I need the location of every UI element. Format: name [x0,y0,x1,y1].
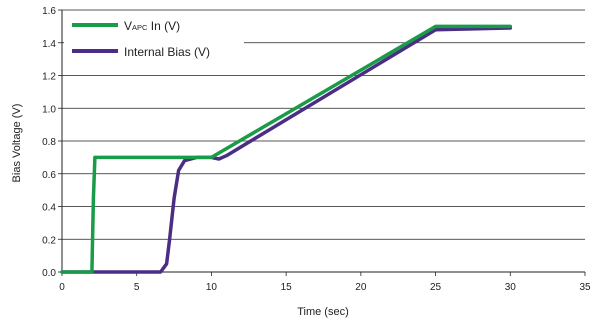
x-tick-label: 0 [59,282,65,293]
x-tick-label: 5 [134,282,140,293]
legend-label-vapc: VAPC In (V) [124,19,180,33]
legend: VAPC In (V) Internal Bias (V) [64,12,244,64]
legend-label-vapc-rest: In (V) [147,19,180,33]
y-tick-label: 1.4 [42,39,56,50]
y-tick-label: 0.0 [42,268,56,279]
y-tick-label: 0.6 [42,170,56,181]
y-tick-label: 0.4 [42,203,56,214]
x-tick-label: 35 [579,282,591,293]
legend-label-vapc-sub: APC [132,23,148,32]
y-tick-label: 1.2 [42,72,56,83]
legend-background [64,12,244,64]
x-tick-label: 15 [281,282,293,293]
legend-label-vapc-main: V [124,19,132,33]
x-tick-label: 30 [505,282,517,293]
series-line-vapc [60,24,513,274]
x-tick-label: 25 [430,282,442,293]
y-tick-label: 1.6 [42,6,56,17]
y-axis-title: Bias Voltage (V) [11,104,23,183]
y-tick-label: 0.8 [42,137,56,148]
y-tick-label: 0.2 [42,235,56,246]
y-tick-label: 1.0 [42,104,56,115]
series-lines [60,24,513,274]
tick-labels: 0.0 0.2 0.4 0.6 0.8 1.0 1.2 1.4 1.6 0 5 10 15 20 25 30 3… [42,6,591,293]
x-axis-title: Time (sec) [297,306,349,318]
series-line-internal-bias [60,26,513,274]
x-tick-label: 10 [206,282,218,293]
x-tick-label: 20 [355,282,367,293]
legend-label-internal-bias: Internal Bias (V) [124,45,210,59]
